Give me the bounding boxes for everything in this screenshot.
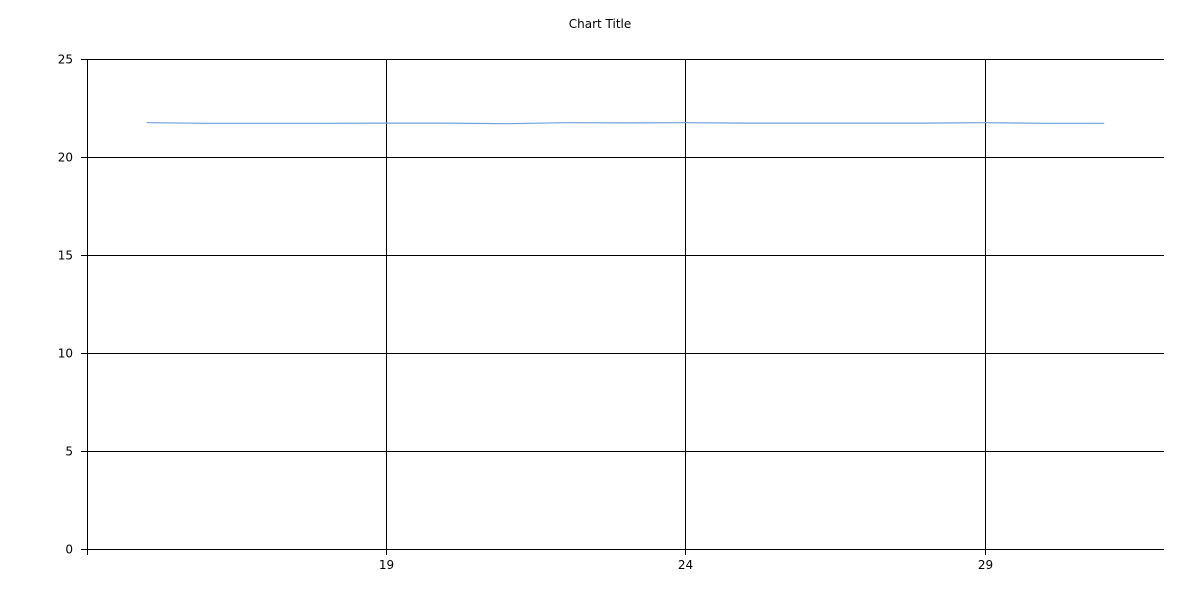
chart-title: Chart Title	[568, 17, 632, 31]
y-tick-label: 20	[58, 151, 73, 165]
x-tick-label: 19	[379, 558, 394, 572]
x-tick-label: 24	[678, 558, 693, 572]
y-tick-label: 0	[65, 543, 73, 557]
series-line	[146, 122, 1105, 125]
y-tick-label: 10	[58, 347, 73, 361]
y-tick-label: 25	[58, 53, 73, 67]
x-tick-label: 29	[978, 558, 993, 572]
y-tick-label: 15	[58, 249, 73, 263]
y-tick-label: 5	[65, 445, 73, 459]
